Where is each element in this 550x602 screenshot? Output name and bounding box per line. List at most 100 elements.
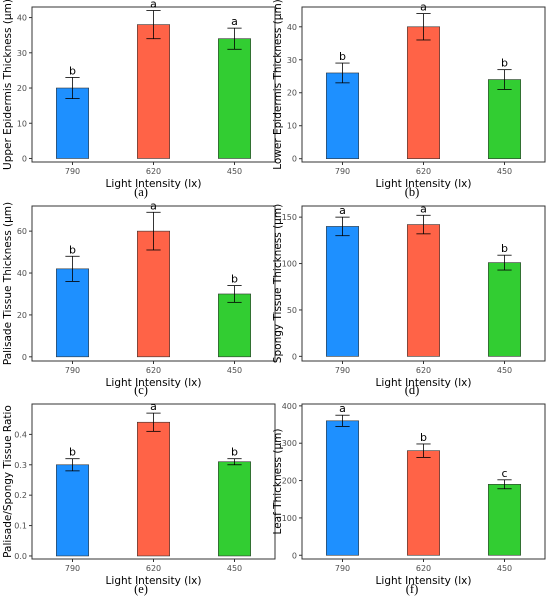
panel-5-bar-790 <box>55 464 90 557</box>
panel-3-bar-620 <box>137 230 171 358</box>
panel-2-x-axis-title: Light Intensity (lx) <box>376 178 472 190</box>
panel-1-label: (a) <box>134 185 148 199</box>
panel-6-ytick-label: 300 <box>282 439 297 448</box>
panel-5-sig-letter: b <box>231 446 238 459</box>
panel-6-ytick-label: 100 <box>282 514 297 523</box>
panel-2-xtick-label: 790 <box>335 167 350 176</box>
panel-2-ytick-label: 30 <box>287 56 297 65</box>
panel-6-xtick-label: 450 <box>497 564 512 573</box>
panel-4-bar-450 <box>487 262 521 357</box>
panel-6-bar-790 <box>325 420 359 556</box>
panel-3-ytick-label: 0 <box>22 353 27 362</box>
panel-4-ytick-label: 100 <box>282 260 297 269</box>
panel-1-xtick-label: 620 <box>146 167 161 176</box>
panel-6-ytick-label: 400 <box>282 402 297 411</box>
panel-2-ytick-label: 20 <box>287 89 297 98</box>
panel-5-ytick-label: 0.3 <box>14 461 27 470</box>
panel-1-ytick-label: 30 <box>17 49 27 58</box>
panel-6-y-axis-title: Leaf Thickness (μm) <box>272 429 284 535</box>
panel-6-bar-450 <box>487 484 521 556</box>
panel-4-x-axis-title: Light Intensity (lx) <box>376 377 472 389</box>
panel-4-xtick-label: 450 <box>497 366 512 375</box>
panel-6-x-axis-title: Light Intensity (lx) <box>376 575 472 587</box>
panel-3-label: (c) <box>134 383 148 397</box>
panel-2-xtick-label: 620 <box>416 167 431 176</box>
panel-4-bar-790 <box>325 226 359 357</box>
panel-5-sig-letter: b <box>69 446 76 459</box>
panel-5-ytick-label: 0.1 <box>14 522 27 531</box>
panel-2-ytick-label: 10 <box>287 122 297 131</box>
panel-6-ytick-label: 0 <box>292 551 297 560</box>
panel-2-sig-letter: b <box>501 57 508 70</box>
panel-4-label: (d) <box>405 383 420 397</box>
panel-2-bar-620 <box>406 26 440 160</box>
panel-2-xtick-label: 450 <box>497 167 512 176</box>
panel-5-ytick-label: 0.4 <box>14 430 27 439</box>
panel-1-sig-letter: a <box>150 0 157 11</box>
panel-2-y-axis-title: Lower Epidermis Thickness (μm) <box>272 0 284 170</box>
panel-5-bar-450 <box>218 461 252 557</box>
panel-1-bar-450 <box>218 38 252 159</box>
panel-3-xtick-label: 450 <box>227 366 242 375</box>
panel-3-xtick-label: 620 <box>146 366 161 375</box>
panel-6-sig-letter: c <box>501 467 507 480</box>
panel-2-bar-790 <box>325 72 359 160</box>
panel-4-xtick-label: 790 <box>335 366 350 375</box>
panel-4-sig-letter: a <box>420 202 427 215</box>
panel-1-sig-letter: b <box>69 64 76 77</box>
panel-3-sig-letter: b <box>69 243 76 256</box>
panel-1-xtick-label: 450 <box>227 167 242 176</box>
panel-1-ytick-label: 40 <box>17 14 27 23</box>
panel-1-ytick-label: 10 <box>17 119 27 128</box>
panel-4-ytick-label: 0 <box>292 352 297 361</box>
panel-1-y-axis-title: Upper Epidermis Thickness (μm) <box>2 0 14 170</box>
panel-2-bar-450 <box>487 79 521 160</box>
panel-1-sig-letter: a <box>231 15 238 28</box>
panel-6-xtick-label: 790 <box>335 564 350 573</box>
panel-4-sig-letter: a <box>339 204 346 217</box>
panel-3-bar-790 <box>55 268 90 358</box>
panel-4-sig-letter: b <box>501 242 508 255</box>
panel-6-ytick-label: 200 <box>282 477 297 486</box>
panel-3-y-axis-title: Palisade Tissue Thickness (μm) <box>2 202 14 365</box>
panel-1-ytick-label: 20 <box>17 84 27 93</box>
panel-1-x-axis-title: Light Intensity (lx) <box>106 178 202 190</box>
panel-6-bar-620 <box>406 450 440 556</box>
panel-4-ytick-label: 50 <box>287 306 297 315</box>
panel-3-xtick-label: 790 <box>65 366 80 375</box>
panel-2-ytick-label: 0 <box>292 155 297 164</box>
panel-4-y-axis-title: Spongy Tissue Thickness (μm) <box>272 204 284 363</box>
panel-3-ytick-label: 40 <box>17 269 27 278</box>
panel-1-ytick-label: 0 <box>22 154 27 163</box>
panel-5-x-axis-title: Light Intensity (lx) <box>106 575 202 587</box>
panel-4-ytick-label: 150 <box>282 213 297 222</box>
panel-6-sig-letter: b <box>420 431 427 444</box>
panel-5-xtick-label: 790 <box>65 564 80 573</box>
panel-2-sig-letter: b <box>339 50 346 63</box>
panel-5-label: (e) <box>134 582 148 596</box>
panel-3-ytick-label: 60 <box>17 227 27 236</box>
panel-5-ytick-label: 0.0 <box>14 552 27 561</box>
panel-6-label: (f) <box>406 582 419 596</box>
panel-2-sig-letter: a <box>420 1 427 14</box>
panel-4-xtick-label: 620 <box>416 366 431 375</box>
panel-5-bar-620 <box>137 421 171 557</box>
panel-1-bar-620 <box>137 24 171 159</box>
panel-4-bar-620 <box>406 224 440 357</box>
panel-5-ytick-label: 0.2 <box>14 491 27 500</box>
panel-5-sig-letter: a <box>150 400 157 413</box>
panel-2-ytick-label: 40 <box>287 23 297 32</box>
panel-3-bar-450 <box>218 293 252 358</box>
panel-6-xtick-label: 620 <box>416 564 431 573</box>
panel-6-sig-letter: a <box>339 402 346 415</box>
panel-3-x-axis-title: Light Intensity (lx) <box>106 377 202 389</box>
panel-3-sig-letter: a <box>150 199 157 212</box>
panel-3-sig-letter: b <box>231 273 238 286</box>
panel-5-xtick-label: 620 <box>146 564 161 573</box>
panel-5-y-axis-title: Palisade/Spongy Tissue Ratio <box>2 405 14 558</box>
panel-1-xtick-label: 790 <box>65 167 80 176</box>
panel-3-ytick-label: 20 <box>17 311 27 320</box>
panel-2-label: (b) <box>405 185 420 199</box>
panel-5-xtick-label: 450 <box>227 564 242 573</box>
